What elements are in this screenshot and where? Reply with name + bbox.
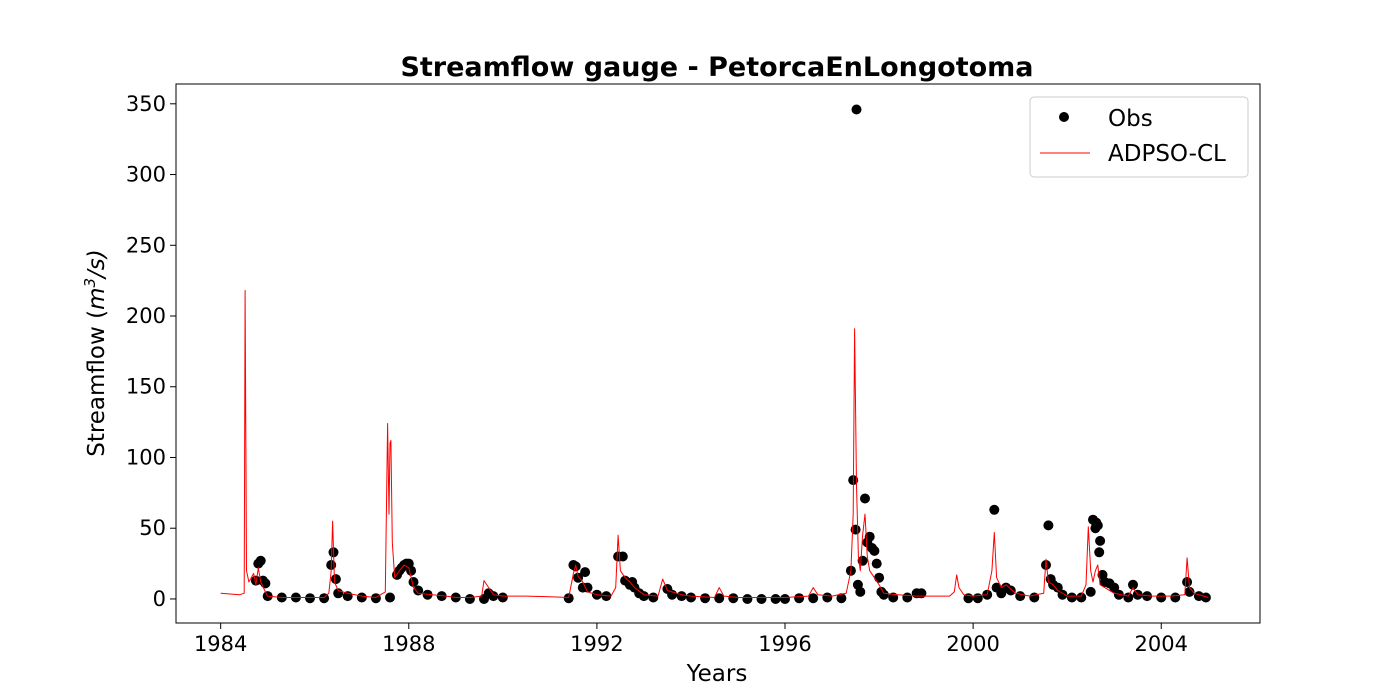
obs-point: [851, 104, 862, 115]
obs-point: [1109, 582, 1120, 593]
obs-point: [356, 592, 367, 603]
y-axis-label-main: Streamflow (: [84, 310, 110, 457]
legend-adpso-label: ADPSO-CL: [1108, 141, 1226, 167]
legend-box: [1029, 96, 1249, 178]
legend: Obs ADPSO-CL: [1029, 96, 1249, 178]
obs-point: [582, 582, 593, 593]
obs-point: [488, 591, 499, 602]
obs-point: [1170, 592, 1181, 603]
obs-point: [916, 588, 927, 599]
obs-point: [902, 592, 913, 603]
y-axis-label-superscript: 3: [81, 278, 99, 288]
obs-point: [676, 591, 687, 602]
y-tick-label: 250: [126, 233, 166, 257]
obs-point: [1156, 592, 1167, 603]
obs-point: [864, 531, 875, 542]
legend-obs-label: Obs: [1108, 106, 1153, 132]
obs-point: [1182, 577, 1193, 587]
plot-frame: [175, 83, 1261, 624]
obs-point: [1128, 579, 1138, 590]
obs-point: [989, 504, 1000, 515]
y-tick-label: 200: [126, 304, 166, 328]
obs-point: [972, 593, 983, 604]
obs-point: [1005, 585, 1016, 596]
obs-point: [822, 592, 833, 603]
y-tick-label: 300: [126, 163, 166, 187]
obs-point: [638, 591, 649, 602]
obs-point: [1076, 592, 1087, 603]
obs-point: [878, 589, 889, 600]
chart-title: Streamflow gauge - PetorcaEnLongotoma: [400, 52, 1033, 83]
obs-point: [330, 574, 341, 585]
y-tick-label: 350: [126, 92, 166, 116]
obs-point: [808, 593, 819, 604]
obs-point: [563, 593, 574, 604]
obs-point: [413, 585, 424, 596]
obs-point: [860, 493, 870, 504]
y-axis: 0 50 100 150 200 250 300 350: [126, 92, 176, 611]
x-axis: 1984 1988 1992 1996 2000 2004: [194, 623, 1188, 656]
y-axis-label: Streamflow (m3/s): [81, 249, 110, 457]
obs-point: [855, 586, 866, 597]
obs-point: [836, 593, 847, 604]
obs-point: [742, 594, 753, 604]
obs-point: [869, 545, 880, 556]
y-tick-label: 50: [139, 516, 166, 540]
adpso-cl-series: [220, 290, 1209, 598]
obs-point: [1095, 535, 1106, 546]
x-axis-label: Years: [686, 661, 748, 687]
obs-point: [1094, 547, 1105, 558]
obs-point: [255, 555, 266, 566]
obs-point: [1123, 592, 1134, 603]
obs-point: [617, 551, 628, 562]
obs-point: [874, 572, 885, 583]
y-tick-label: 150: [126, 375, 166, 399]
obs-point: [1043, 520, 1054, 531]
y-axis-label-tail: /s): [84, 249, 110, 280]
obs-point: [408, 577, 419, 587]
obs-point: [756, 594, 767, 604]
obs-point: [686, 592, 696, 603]
obs-point: [305, 593, 315, 604]
obs-point: [1066, 592, 1077, 603]
y-tick-label: 100: [126, 445, 166, 469]
obs-point: [1015, 591, 1026, 602]
obs-point: [648, 592, 659, 603]
obs-point: [794, 593, 805, 604]
obs-point: [497, 592, 508, 603]
obs-point: [1184, 586, 1195, 597]
obs-point: [871, 558, 882, 569]
obs-point: [464, 594, 475, 604]
x-tick-label: 1992: [570, 632, 623, 656]
x-tick-label: 1988: [382, 632, 435, 656]
x-tick-label: 1984: [194, 632, 247, 656]
y-tick-label: 0: [153, 587, 166, 611]
obs-point: [250, 575, 261, 586]
adpso-cl-line: [220, 290, 1209, 598]
y-axis-label-unit: m: [84, 287, 110, 309]
obs-point: [888, 592, 899, 603]
x-tick-label: 1996: [758, 632, 811, 656]
obs-point: [1085, 586, 1096, 597]
obs-point: [770, 594, 781, 604]
x-tick-label: 2000: [946, 632, 999, 656]
obs-point: [580, 567, 591, 578]
x-tick-label: 2004: [1135, 632, 1188, 656]
obs-point: [857, 555, 868, 566]
obs-point: [728, 593, 739, 604]
obs-point: [385, 592, 395, 603]
obs-point: [700, 593, 711, 604]
legend-obs-marker: [1059, 112, 1069, 122]
obs-point: [780, 594, 790, 604]
obs-series: [250, 104, 1211, 604]
obs-point: [573, 572, 584, 583]
obs-point: [1092, 520, 1103, 531]
obs-point: [1200, 592, 1211, 603]
obs-point: [1052, 582, 1063, 593]
plot-area: [175, 83, 1261, 624]
obs-point: [714, 593, 725, 604]
obs-point: [370, 593, 381, 604]
